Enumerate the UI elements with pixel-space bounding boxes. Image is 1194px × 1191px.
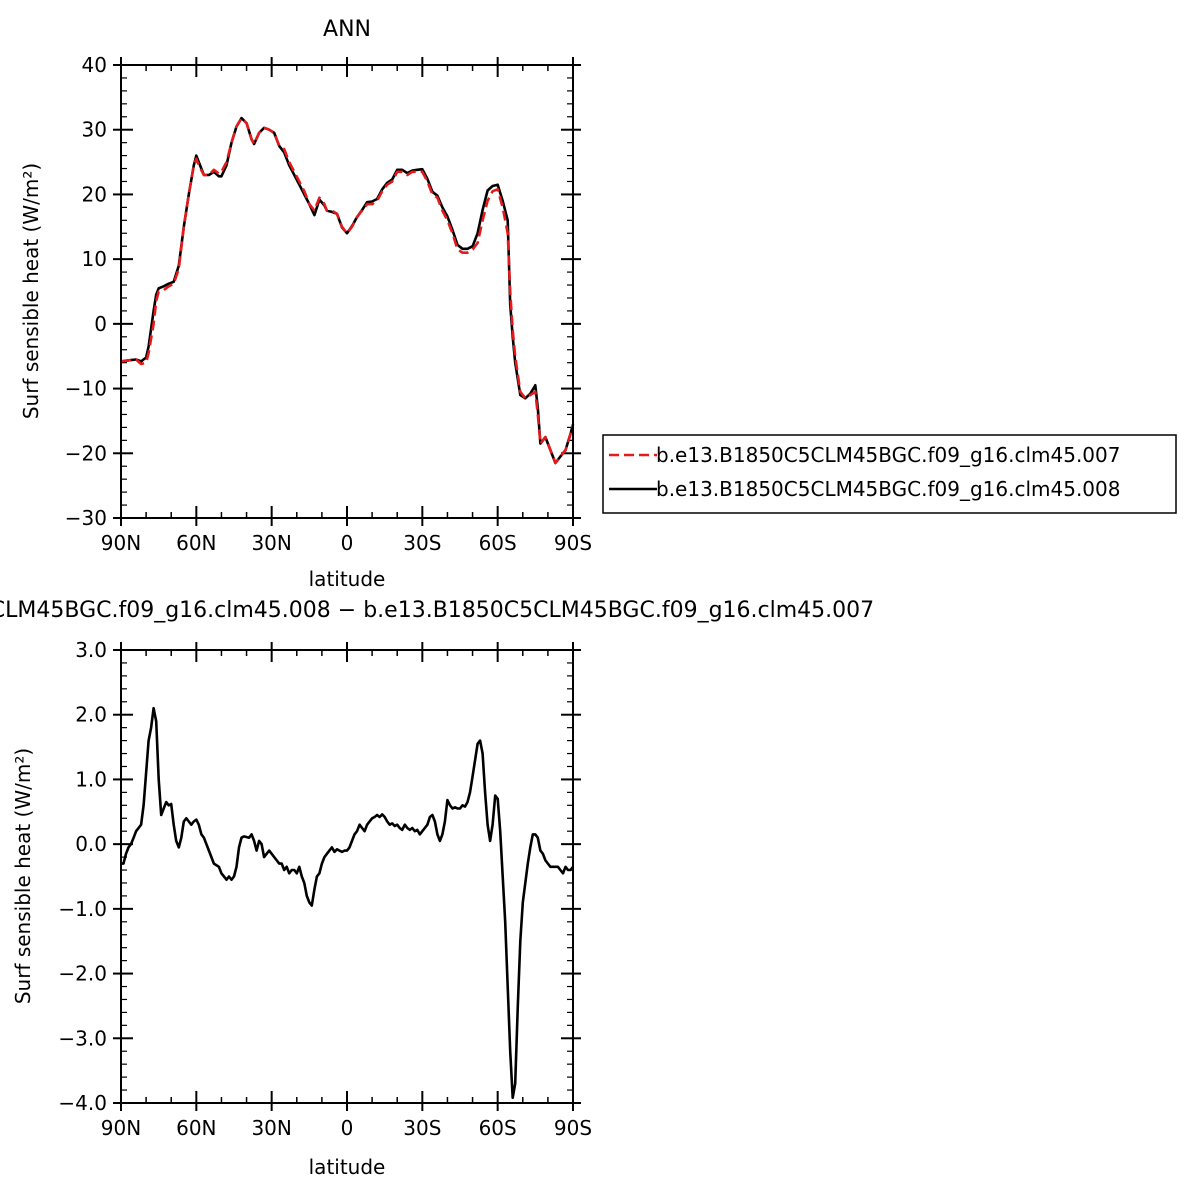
chart-title: ANN (323, 17, 371, 42)
y-tick-label: 2.0 (75, 703, 107, 727)
x-tick-label: 30N (251, 1116, 291, 1140)
x-tick-labels: 90N 60N 30N 0 30S 60S 90S (101, 531, 592, 555)
x-tick-label: 90S (554, 531, 592, 555)
series-lines (120, 116, 575, 465)
x-tick-label: 90N (101, 1116, 141, 1140)
plot-frame (120, 649, 574, 1104)
x-tick-label: 0 (341, 531, 354, 555)
chart-title: b.e13.B1850C5CLM45BGC.f09_g16.clm45.008 … (0, 598, 874, 623)
legend: b.e13.B1850C5CLM45BGC.f09_g16.clm45.007 … (602, 434, 1177, 514)
y-axis-label: Surf sensible heat (W/m²) (19, 163, 43, 419)
y-tick-label: 3.0 (75, 638, 107, 662)
x-tick-label: 60S (479, 531, 517, 555)
x-tick-label: 60S (479, 1116, 517, 1140)
y-axis-label: Surf sensible heat (W/m²) (11, 748, 35, 1004)
series-line-1 (120, 116, 575, 465)
x-tick-label: 0 (341, 1116, 354, 1140)
y-tick-label: 20 (82, 182, 107, 206)
y-tick-label: −30 (65, 506, 107, 530)
legend-label-series-1: b.e13.B1850C5CLM45BGC.f09_g16.clm45.007 (656, 443, 1120, 467)
bottom-chart: b.e13.B1850C5CLM45BGC.f09_g16.clm45.008 … (0, 598, 874, 1179)
series-line-2 (120, 116, 575, 465)
x-tick-label: 30N (251, 531, 291, 555)
top-chart: ANN 90N 60N 30N 0 30S 60S 90S −30 −20 −10 0 10 20 30… (19, 17, 1177, 591)
x-tick-label: 30S (403, 531, 441, 555)
legend-label-series-2: b.e13.B1850C5CLM45BGC.f09_g16.clm45.008 (656, 477, 1120, 501)
series-line-1 (121, 706, 575, 1100)
x-axis-label: latitude (309, 567, 386, 591)
x-tick-label: 30S (403, 1116, 441, 1140)
y-tick-label: −20 (65, 441, 107, 465)
y-tick-label: 40 (82, 53, 107, 77)
x-tick-label: 60N (176, 1116, 216, 1140)
y-tick-label: −10 (65, 377, 107, 401)
y-tick-label: −4.0 (58, 1091, 107, 1115)
y-tick-label: −2.0 (58, 962, 107, 986)
x-tick-labels: 90N 60N 30N 0 30S 60S 90S (101, 1116, 592, 1140)
y-tick-label: 10 (82, 247, 107, 271)
x-axis-label: latitude (309, 1155, 386, 1179)
y-tick-label: −1.0 (58, 897, 107, 921)
y-tick-label: 0 (94, 312, 107, 336)
y-tick-label: 30 (82, 118, 107, 142)
y-tick-label: −3.0 (58, 1026, 107, 1050)
y-tick-label: 1.0 (75, 767, 107, 791)
plot-frame (120, 64, 574, 519)
series-lines (121, 706, 575, 1100)
y-tick-labels: −30 −20 −10 0 10 20 30 40 (65, 53, 107, 530)
legend-box (602, 434, 1177, 514)
y-tick-label: 0.0 (75, 832, 107, 856)
y-tick-labels: −4.0 −3.0 −2.0 −1.0 0.0 1.0 2.0 3.0 (58, 638, 107, 1115)
x-tick-label: 90N (101, 531, 141, 555)
x-tick-label: 60N (176, 531, 216, 555)
x-tick-label: 90S (554, 1116, 592, 1140)
